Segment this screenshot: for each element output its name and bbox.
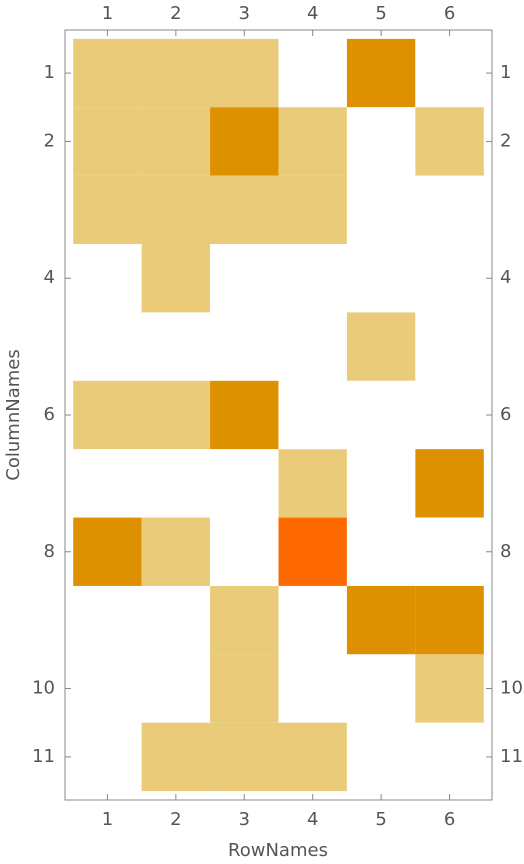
cell bbox=[73, 107, 142, 176]
cell bbox=[210, 175, 279, 245]
cell bbox=[210, 517, 279, 586]
cell bbox=[73, 585, 142, 655]
cell bbox=[141, 175, 211, 245]
cell bbox=[141, 38, 211, 108]
y-tick-label-right: 4 bbox=[500, 267, 511, 288]
y-tick-label-right: 6 bbox=[500, 404, 511, 425]
cell bbox=[73, 722, 142, 792]
y-tick-label: 10 bbox=[32, 678, 55, 699]
cell bbox=[210, 107, 279, 176]
cell bbox=[346, 175, 416, 245]
cell bbox=[73, 312, 142, 381]
cell bbox=[73, 244, 142, 313]
cell bbox=[141, 722, 211, 792]
cell bbox=[346, 107, 416, 176]
cell bbox=[210, 244, 279, 313]
cell bbox=[210, 722, 279, 792]
x-tick-label: 6 bbox=[444, 809, 455, 830]
cell bbox=[415, 722, 484, 792]
x-tick-label-top: 2 bbox=[170, 3, 181, 24]
cell bbox=[210, 654, 279, 723]
cell bbox=[141, 312, 211, 381]
y-tick-label: 2 bbox=[44, 130, 55, 151]
cell bbox=[141, 244, 211, 313]
y-tick-label-right: 2 bbox=[500, 130, 511, 151]
cell bbox=[73, 449, 142, 518]
x-tick-label-top: 5 bbox=[375, 3, 386, 24]
x-tick-label-top: 3 bbox=[239, 3, 250, 24]
y-tick-label-right: 1 bbox=[500, 62, 511, 83]
cell bbox=[278, 380, 347, 450]
cell bbox=[346, 38, 416, 108]
x-axis-label: RowNames bbox=[228, 840, 328, 861]
y-tick-label: 8 bbox=[44, 541, 55, 562]
y-tick-label-right: 11 bbox=[500, 746, 523, 767]
x-tick-label: 1 bbox=[102, 809, 113, 830]
cell bbox=[415, 517, 484, 586]
cell bbox=[415, 380, 484, 450]
cell bbox=[73, 380, 142, 450]
cell bbox=[278, 175, 347, 245]
cell bbox=[278, 585, 347, 655]
y-tick-label: 1 bbox=[44, 62, 55, 83]
cell bbox=[346, 244, 416, 313]
cell bbox=[210, 585, 279, 655]
cell bbox=[141, 654, 211, 723]
cell bbox=[210, 38, 279, 108]
x-tick-label-top: 1 bbox=[102, 3, 113, 24]
y-axis-label: ColumnNames bbox=[3, 349, 24, 480]
cell bbox=[141, 517, 211, 586]
cell bbox=[415, 654, 484, 723]
cell bbox=[346, 312, 416, 381]
cell bbox=[415, 107, 484, 176]
cell bbox=[210, 449, 279, 518]
cell bbox=[73, 654, 142, 723]
cell bbox=[278, 654, 347, 723]
cell bbox=[346, 449, 416, 518]
cell bbox=[210, 312, 279, 381]
x-tick-label-top: 4 bbox=[307, 3, 318, 24]
cell bbox=[415, 244, 484, 313]
cell bbox=[346, 722, 416, 792]
cell bbox=[278, 312, 347, 381]
x-tick-label: 3 bbox=[239, 809, 250, 830]
x-tick-label-top: 6 bbox=[444, 3, 455, 24]
cell bbox=[141, 449, 211, 518]
cell bbox=[73, 517, 142, 586]
cell bbox=[278, 244, 347, 313]
x-tick-label: 4 bbox=[307, 809, 318, 830]
cell bbox=[73, 175, 142, 245]
y-tick-label: 11 bbox=[32, 746, 55, 767]
cell bbox=[415, 175, 484, 245]
cell bbox=[141, 380, 211, 450]
x-tick-label: 2 bbox=[170, 809, 181, 830]
cell bbox=[415, 312, 484, 381]
cell bbox=[141, 107, 211, 176]
cell bbox=[415, 449, 484, 518]
cell bbox=[278, 517, 347, 586]
cell bbox=[346, 585, 416, 655]
y-tick-label: 6 bbox=[44, 404, 55, 425]
cell bbox=[278, 38, 347, 108]
y-tick-label-right: 8 bbox=[500, 541, 511, 562]
cell bbox=[278, 449, 347, 518]
cell bbox=[278, 107, 347, 176]
cell bbox=[141, 585, 211, 655]
cell bbox=[415, 38, 484, 108]
cell bbox=[346, 517, 416, 586]
y-tick-label: 4 bbox=[44, 267, 55, 288]
cell bbox=[210, 380, 279, 450]
cell bbox=[415, 585, 484, 655]
cell bbox=[346, 380, 416, 450]
cell bbox=[73, 38, 142, 108]
x-tick-label: 5 bbox=[375, 809, 386, 830]
y-tick-label-right: 10 bbox=[500, 678, 523, 699]
cell bbox=[278, 722, 347, 792]
cell bbox=[346, 654, 416, 723]
